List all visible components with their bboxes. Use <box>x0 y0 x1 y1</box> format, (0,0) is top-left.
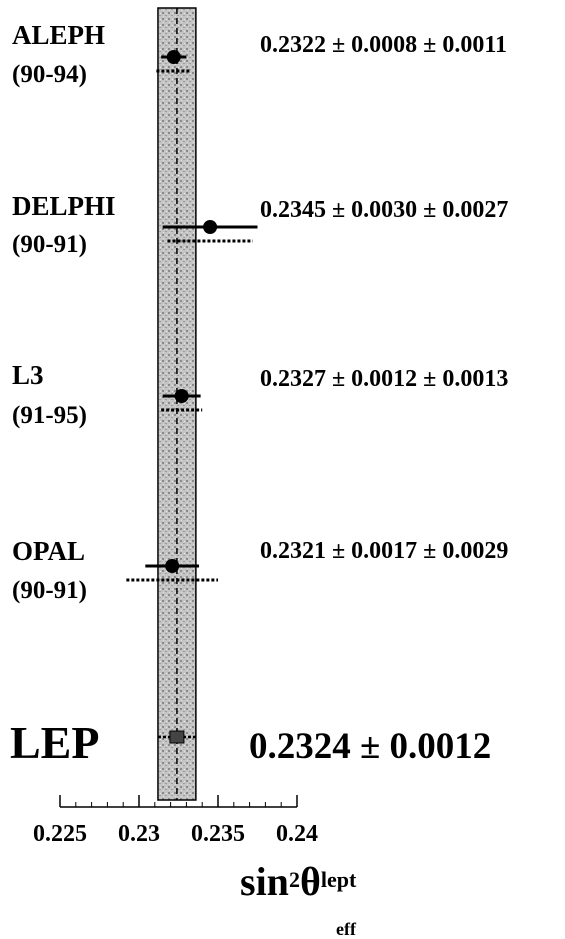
experiment-name-l3: L3 <box>12 360 44 390</box>
experiment-name-aleph: ALEPH <box>12 20 106 50</box>
data-point <box>174 389 189 403</box>
experiment-period-opal: (90-91) <box>12 577 87 604</box>
experiment-period-l3: (91-95) <box>12 402 87 429</box>
x-axis-label-sub: eff <box>336 919 356 939</box>
data-label-lep: 0.2324 ± 0.0012 <box>249 726 492 767</box>
data-label-delphi: 0.2345 ± 0.0030 ± 0.0027 <box>260 197 509 223</box>
experiment-period-aleph: (90-94) <box>12 61 87 88</box>
data-label-l3: 0.2327 ± 0.0012 ± 0.0013 <box>260 366 509 392</box>
x-axis-label-main: sin <box>240 859 289 904</box>
data-label-opal: 0.2321 ± 0.0017 ± 0.0029 <box>260 538 509 564</box>
x-tick-label: 0.225 <box>33 821 87 847</box>
data-label-aleph: 0.2322 ± 0.0008 ± 0.0011 <box>260 32 508 58</box>
lep-marker <box>169 730 185 744</box>
experiment-name-opal: OPAL <box>12 536 85 566</box>
experiment-name-delphi: DELPHI <box>12 191 116 221</box>
x-axis-label-sup1: 2 <box>288 866 300 892</box>
x-axis-label-sup2: lept <box>320 866 357 892</box>
data-point <box>203 220 218 234</box>
lep-average-band <box>157 7 197 801</box>
data-point <box>165 559 180 573</box>
experiment-period-delphi: (90-91) <box>12 231 87 258</box>
x-axis-label: sin2θlept eff <box>240 859 357 939</box>
x-tick-label: 0.235 <box>191 821 245 847</box>
x-tick-label: 0.24 <box>276 821 318 847</box>
combined-name-lep: LEP <box>10 717 100 768</box>
x-axis <box>59 795 298 808</box>
measurement-points <box>126 50 258 744</box>
data-point <box>166 50 181 64</box>
x-axis-label-theta: θ <box>299 859 321 904</box>
x-tick-label: 0.23 <box>118 821 160 847</box>
